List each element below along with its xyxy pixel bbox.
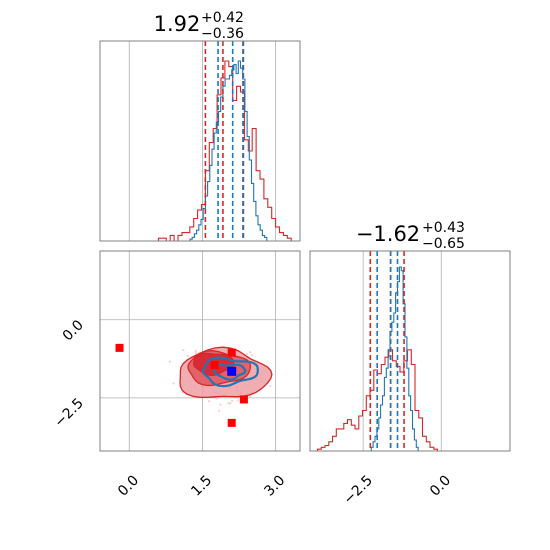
param-2-title-upper-error: +0.43 — [422, 220, 465, 236]
param-1-title-upper-error: +0.42 — [201, 10, 244, 26]
sample-point — [219, 403, 222, 406]
sample-point — [269, 385, 272, 388]
joint-axes-frame — [99, 250, 301, 452]
sample-point — [229, 402, 232, 405]
param-1-histogram-series-1 — [187, 60, 269, 242]
sample-point — [245, 353, 248, 356]
blue-contour-outer — [201, 356, 259, 388]
red-marker-1 — [210, 361, 219, 370]
param-1-quantile-lines — [204, 41, 245, 241]
sample-point — [215, 397, 218, 400]
param-2-gridlines — [362, 251, 442, 451]
param-1-axes-frame — [99, 40, 301, 242]
blue-contour-inner — [213, 363, 247, 381]
param-2-title-lower-error: −0.65 — [422, 236, 465, 252]
blue-marker-0 — [227, 366, 237, 376]
param-2-quantile-lines — [369, 251, 405, 451]
marginal-histogram-param-1: 1.92 +0.42 −0.36 — [99, 10, 301, 242]
sample-point — [249, 351, 252, 354]
sample-point — [218, 409, 221, 412]
red-marker-3 — [239, 395, 248, 404]
param-2-axes-frame — [309, 250, 511, 452]
param-2-histogram-series-1 — [369, 266, 420, 452]
param-1-title-lower-error: −0.36 — [201, 26, 244, 42]
param-2-title-value: −1.62 — [356, 222, 420, 246]
joint-2d-panel: 0.0 1.5 3.0 0.0−2.5 — [51, 250, 301, 500]
sample-point — [194, 349, 197, 352]
param-1-title-value: 1.92 — [154, 12, 201, 36]
joint-markers — [115, 343, 248, 427]
sample-point — [168, 360, 171, 363]
sample-point — [208, 400, 211, 403]
sample-point — [249, 395, 252, 398]
sample-point — [194, 351, 197, 355]
blue-contours — [201, 356, 259, 388]
sample-point — [251, 354, 254, 357]
red-marker-2 — [227, 348, 236, 357]
sample-point — [182, 349, 185, 352]
red-marker-4 — [227, 418, 236, 427]
sample-point — [172, 382, 175, 385]
red-marker-0 — [115, 343, 124, 352]
sample-point — [227, 402, 230, 405]
param-1-gridlines — [128, 41, 277, 241]
sample-point — [186, 354, 189, 358]
sample-point — [231, 399, 234, 402]
sample-point — [236, 399, 239, 402]
